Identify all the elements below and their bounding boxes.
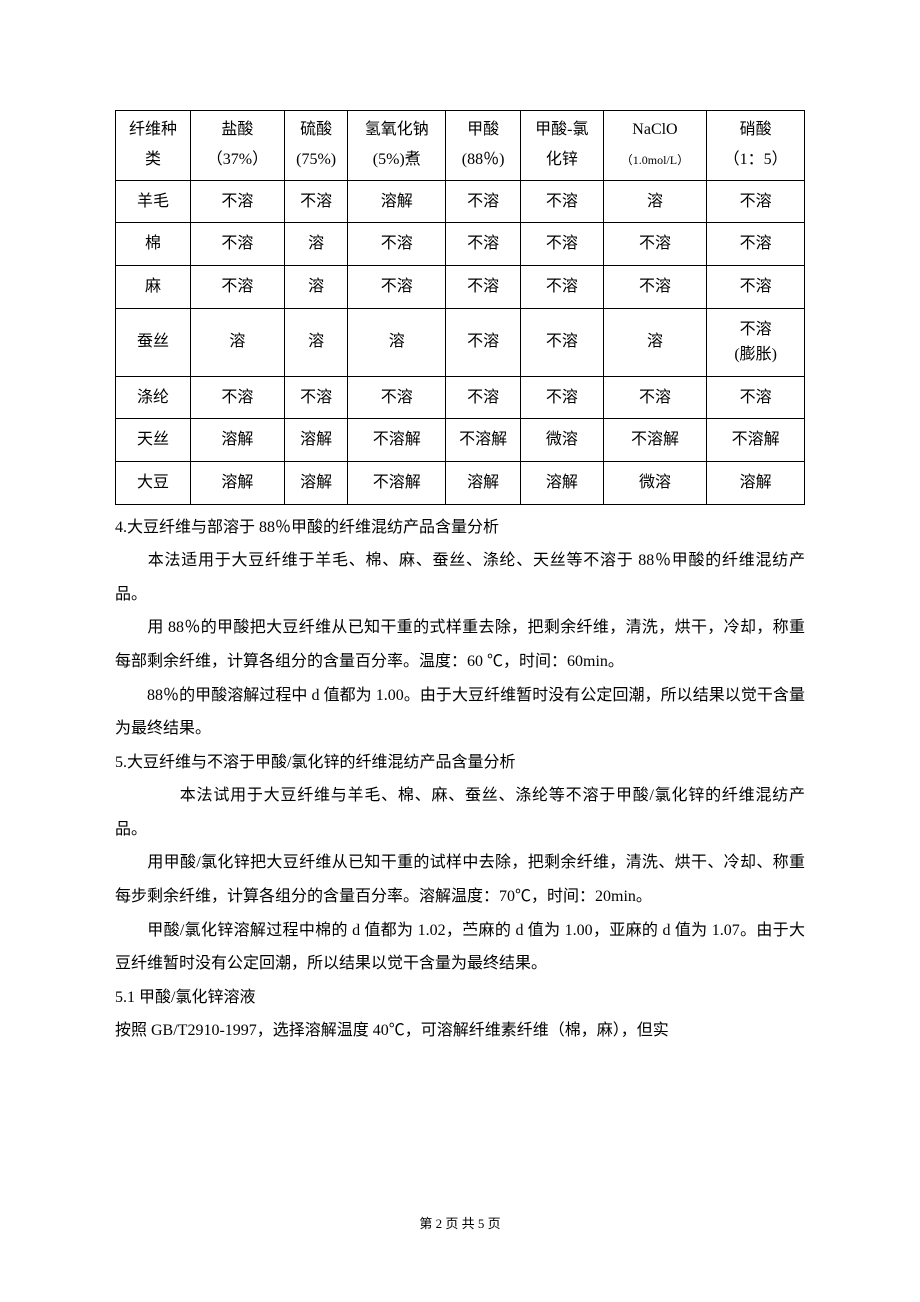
table-row: 麻 不溶 溶 不溶 不溶 不溶 不溶 不溶: [116, 265, 805, 308]
section-5-1-title: 5.1 甲酸/氯化锌溶液: [115, 981, 805, 1015]
col-formic-zncl: 甲酸-氯 化锌: [521, 111, 604, 181]
table-cell: 不溶: [446, 223, 521, 266]
table-cell: 不溶: [446, 308, 521, 376]
table-row: 涤纶 不溶 不溶 不溶 不溶 不溶 不溶 不溶: [116, 376, 805, 419]
table-cell: 溶: [603, 180, 707, 223]
col-hno3: 硝酸 （1：5）: [707, 111, 805, 181]
table-cell: 溶解: [521, 461, 604, 504]
col-naoh: 氢氧化钠 (5%)煮: [348, 111, 446, 181]
section-5-title: 5.大豆纤维与不溶于甲酸/氯化锌的纤维混纺产品含量分析: [115, 746, 805, 780]
table-cell: 不溶: [348, 223, 446, 266]
section-5-para-1: 本法试用于大豆纤维与羊毛、棉、麻、蚕丝、涤纶等不溶于甲酸/氯化锌的纤维混纺产品。: [115, 779, 805, 846]
table-cell: 溶: [190, 308, 284, 376]
table-cell: 溶: [603, 308, 707, 376]
solubility-table: 纤维种 类 盐酸 （37%） 硫酸 (75%) 氢氧化钠 (5%)煮 甲酸: [115, 110, 805, 505]
table-cell: 微溶: [521, 419, 604, 462]
table-cell: 溶: [284, 223, 348, 266]
table-cell: 天丝: [116, 419, 191, 462]
col-fiber-type: 纤维种 类: [116, 111, 191, 181]
table-cell: 微溶: [603, 461, 707, 504]
section-4-para-2: 用 88％的甲酸把大豆纤维从已知干重的式样重去除，把剩余纤维，清洗，烘干，冷却，…: [115, 611, 805, 678]
table-cell: 不溶: [190, 223, 284, 266]
document-page: 纤维种 类 盐酸 （37%） 硫酸 (75%) 氢氧化钠 (5%)煮 甲酸: [0, 0, 920, 1302]
table-row: 棉 不溶 溶 不溶 不溶 不溶 不溶 不溶: [116, 223, 805, 266]
table-cell: 溶解: [284, 461, 348, 504]
table-header-row: 纤维种 类 盐酸 （37%） 硫酸 (75%) 氢氧化钠 (5%)煮 甲酸: [116, 111, 805, 181]
table-cell: 不溶: [603, 223, 707, 266]
page-footer: 第 2 页 共 5 页: [0, 1213, 920, 1232]
table-cell: 溶解: [707, 461, 805, 504]
table-row: 大豆 溶解 溶解 不溶解 溶解 溶解 微溶 溶解: [116, 461, 805, 504]
table-cell: 不溶解: [603, 419, 707, 462]
section-5-1-para-1: 按照 GB/T2910-1997，选择溶解温度 40℃，可溶解纤维素纤维（棉，麻…: [115, 1014, 805, 1048]
table-cell: 不溶: [190, 180, 284, 223]
table-cell: 不溶: [603, 376, 707, 419]
col-h2so4: 硫酸 (75%): [284, 111, 348, 181]
table-cell: 不溶解: [348, 419, 446, 462]
table-cell: 溶解: [446, 461, 521, 504]
table-cell: 溶: [284, 308, 348, 376]
table-cell: 不溶: [446, 376, 521, 419]
table-cell: 不溶: [521, 223, 604, 266]
table-cell: 不溶: [707, 265, 805, 308]
table-header: 纤维种 类 盐酸 （37%） 硫酸 (75%) 氢氧化钠 (5%)煮 甲酸: [116, 111, 805, 181]
table-cell: 不溶: [603, 265, 707, 308]
table-cell: 不溶: [190, 376, 284, 419]
table-cell: 羊毛: [116, 180, 191, 223]
table-cell: 不溶: [521, 376, 604, 419]
table-cell: 不溶: [707, 223, 805, 266]
table-cell: 不溶: [284, 376, 348, 419]
table-row: 蚕丝 溶 溶 溶 不溶 不溶 溶 不溶 (膨胀): [116, 308, 805, 376]
table-cell: 不溶 (膨胀): [707, 308, 805, 376]
table-cell: 不溶: [284, 180, 348, 223]
table-cell: 不溶: [446, 265, 521, 308]
table-cell: 溶解: [348, 180, 446, 223]
table-cell: 溶解: [284, 419, 348, 462]
section-5-para-2: 用甲酸/氯化锌把大豆纤维从已知干重的试样中去除，把剩余纤维，清洗、烘干、冷却、称…: [115, 846, 805, 913]
table-cell: 不溶: [348, 265, 446, 308]
table-cell: 不溶解: [446, 419, 521, 462]
section-5-para-3: 甲酸/氯化锌溶解过程中棉的 d 值都为 1.02，苎麻的 d 值为 1.00，亚…: [115, 914, 805, 981]
table-cell: 不溶: [707, 180, 805, 223]
table-cell: 溶解: [190, 419, 284, 462]
section-4-title: 4.大豆纤维与部溶于 88％甲酸的纤维混纺产品含量分析: [115, 511, 805, 545]
table-cell: 溶: [348, 308, 446, 376]
table-cell: 不溶: [190, 265, 284, 308]
section-4-para-3: 88％的甲酸溶解过程中 d 值都为 1.00。由于大豆纤维暂时没有公定回潮，所以…: [115, 679, 805, 746]
table-cell: 不溶: [446, 180, 521, 223]
table-cell: 不溶: [707, 376, 805, 419]
table-cell: 不溶: [521, 180, 604, 223]
table-cell: 大豆: [116, 461, 191, 504]
table-cell: 溶: [284, 265, 348, 308]
col-hcl: 盐酸 （37%）: [190, 111, 284, 181]
table-row: 羊毛 不溶 不溶 溶解 不溶 不溶 溶 不溶: [116, 180, 805, 223]
table-cell: 麻: [116, 265, 191, 308]
table-cell: 不溶解: [348, 461, 446, 504]
table-row: 天丝 溶解 溶解 不溶解 不溶解 微溶 不溶解 不溶解: [116, 419, 805, 462]
col-formic-acid: 甲酸 (88％): [446, 111, 521, 181]
section-4-para-1: 本法适用于大豆纤维于羊毛、棉、麻、蚕丝、涤纶、天丝等不溶于 88％甲酸的纤维混纺…: [115, 544, 805, 611]
table-body: 羊毛 不溶 不溶 溶解 不溶 不溶 溶 不溶 棉 不溶 溶 不溶 不溶 不溶 不…: [116, 180, 805, 504]
table-cell: 不溶: [521, 308, 604, 376]
table-cell: 不溶: [348, 376, 446, 419]
table-cell: 蚕丝: [116, 308, 191, 376]
table-cell: 棉: [116, 223, 191, 266]
table-cell: 涤纶: [116, 376, 191, 419]
col-naclo: NaClO （1.0mol/L）: [603, 111, 707, 181]
table-cell: 溶解: [190, 461, 284, 504]
table-cell: 不溶解: [707, 419, 805, 462]
table-cell: 不溶: [521, 265, 604, 308]
